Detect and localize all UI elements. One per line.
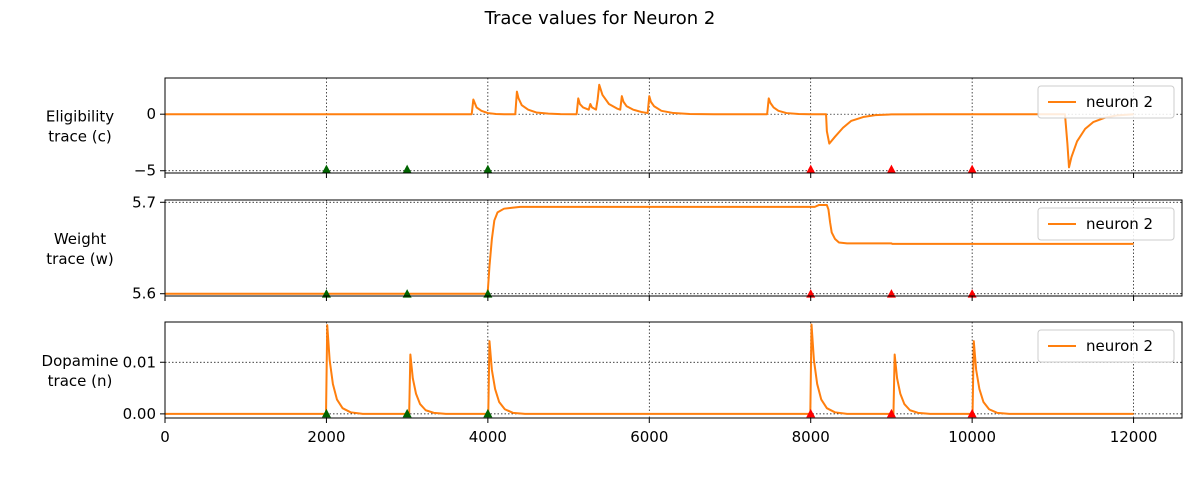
panel-3-series-line bbox=[165, 323, 1134, 415]
panel-3-red-marker bbox=[886, 408, 896, 418]
panel-3-legend-label: neuron 2 bbox=[1086, 337, 1153, 355]
ylabel-line: trace (c) bbox=[48, 128, 111, 146]
panel-1-legend-box bbox=[1037, 85, 1175, 119]
panel-3-ytick-label: 0.01 bbox=[123, 353, 156, 371]
panel-3-green-marker bbox=[483, 408, 493, 418]
xtick-label: 0 bbox=[160, 428, 170, 446]
panel-1-frame bbox=[164, 77, 1183, 174]
ylabel-line: trace (n) bbox=[48, 372, 113, 390]
panel-3-legend-box bbox=[1037, 329, 1175, 363]
panel-1-green-marker bbox=[483, 164, 493, 174]
panel-3-red-marker bbox=[967, 408, 977, 418]
panel-3-green-marker bbox=[402, 408, 412, 418]
panel-1-ytick-label: 0 bbox=[146, 105, 156, 123]
panel-3-frame bbox=[164, 321, 1183, 419]
xtick-label: 10000 bbox=[948, 428, 996, 446]
panel-3-green-marker bbox=[321, 408, 331, 418]
ylabel-line: Weight bbox=[54, 230, 106, 248]
xtick-label: 2000 bbox=[307, 428, 345, 446]
panel-2-frame bbox=[164, 199, 1183, 297]
panel-3-red-marker bbox=[806, 408, 816, 418]
panel-1-red-marker bbox=[967, 164, 977, 174]
panel-1-ytick-label: −5 bbox=[134, 162, 156, 180]
figure-title: Trace values for Neuron 2 bbox=[484, 8, 716, 29]
panel-1-green-marker bbox=[402, 164, 412, 174]
panel-3-ytick-label: 0.00 bbox=[123, 405, 156, 423]
panel-2-ytick-label: 5.7 bbox=[132, 193, 156, 211]
panel-2-ytick-label: 5.6 bbox=[132, 285, 156, 303]
panel-1-red-marker bbox=[806, 164, 816, 174]
panel-2-series-line bbox=[165, 204, 1134, 295]
panel-1-ylabel: Eligibility trace (c) bbox=[46, 108, 114, 146]
panel-2-legend-box bbox=[1037, 207, 1175, 241]
panel-3-ylabel: Dopamine trace (n) bbox=[42, 352, 119, 390]
ylabel-line: Eligibility bbox=[46, 108, 114, 126]
panel-1-series-line bbox=[165, 83, 1134, 169]
panel-1-red-marker bbox=[886, 164, 896, 174]
panel-2-legend-label: neuron 2 bbox=[1086, 215, 1153, 233]
ylabel-line: trace (w) bbox=[46, 250, 113, 268]
xtick-label: 6000 bbox=[630, 428, 668, 446]
xtick-label: 8000 bbox=[792, 428, 830, 446]
xtick-label: 4000 bbox=[469, 428, 507, 446]
panel-1-legend-label: neuron 2 bbox=[1086, 93, 1153, 111]
panel-1-green-marker bbox=[321, 164, 331, 174]
xtick-label: 12000 bbox=[1110, 428, 1158, 446]
panel-2-ylabel: Weight trace (w) bbox=[46, 230, 113, 268]
ylabel-line: Dopamine bbox=[42, 352, 119, 370]
